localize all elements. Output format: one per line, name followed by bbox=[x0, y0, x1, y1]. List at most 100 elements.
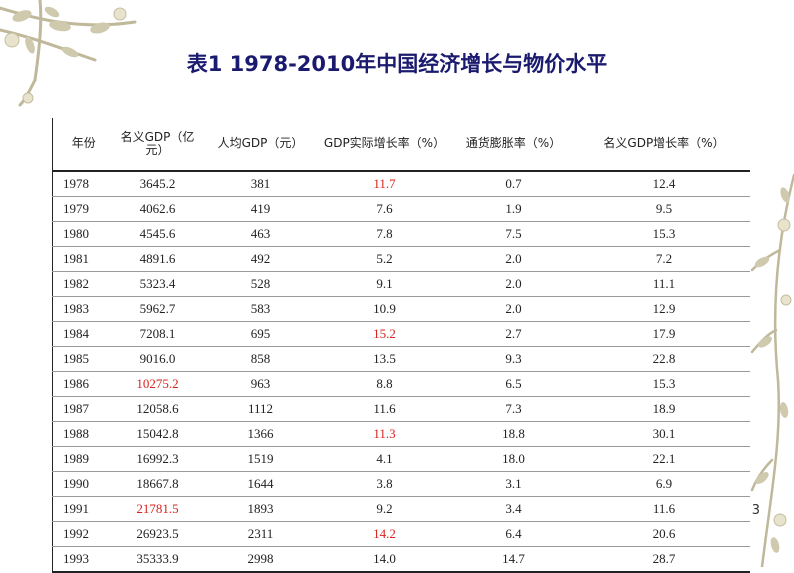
cell-real-growth: 14.0 bbox=[373, 551, 396, 566]
cell-inflation: 18.0 bbox=[502, 451, 525, 466]
cell-per-capita: 583 bbox=[250, 301, 271, 316]
cell-real-growth: 11.3 bbox=[373, 426, 396, 441]
cell-year: 1987 bbox=[63, 401, 89, 416]
cell-real-growth: 7.8 bbox=[376, 226, 393, 241]
cell-nominal-growth: 15.3 bbox=[652, 226, 676, 241]
cell-nominal-growth: 28.7 bbox=[652, 551, 676, 566]
cell-gdp: 35333.9 bbox=[136, 551, 179, 566]
table-row: 1987 12058.6 1112 11.6 7.3 18.9 bbox=[52, 397, 750, 422]
cell-inflation: 3.1 bbox=[505, 476, 522, 491]
table-row: 1986 10275.2 963 8.8 6.5 15.3 bbox=[52, 372, 750, 397]
column-header: 年份 bbox=[52, 118, 115, 172]
cell-real-growth: 4.1 bbox=[376, 451, 393, 466]
table-row: 1988 15042.8 1366 11.3 18.8 30.1 bbox=[52, 422, 750, 447]
cell-nominal-growth: 15.3 bbox=[652, 376, 676, 391]
cell-per-capita: 1644 bbox=[247, 476, 274, 491]
cell-gdp: 10275.2 bbox=[136, 376, 179, 391]
table-row: 1991 21781.5 1893 9.2 3.4 11.6 bbox=[52, 497, 750, 522]
cell-nominal-growth: 11.1 bbox=[652, 276, 676, 291]
cell-year: 1978 bbox=[63, 176, 89, 191]
cell-gdp: 5323.4 bbox=[139, 276, 176, 291]
cell-per-capita: 419 bbox=[250, 201, 271, 216]
cell-real-growth: 9.1 bbox=[376, 276, 393, 291]
cell-real-growth: 11.6 bbox=[373, 401, 396, 416]
table-row: 1979 4062.6 419 7.6 1.9 9.5 bbox=[52, 197, 750, 222]
cell-year: 1984 bbox=[63, 326, 89, 341]
cell-inflation: 6.4 bbox=[505, 526, 522, 541]
cell-real-growth: 3.8 bbox=[376, 476, 393, 491]
table-row: 1990 18667.8 1644 3.8 3.1 6.9 bbox=[52, 472, 750, 497]
cell-nominal-growth: 9.5 bbox=[655, 201, 673, 216]
cell-inflation: 2.0 bbox=[505, 276, 522, 291]
cell-year: 1990 bbox=[63, 476, 89, 491]
cell-per-capita: 1519 bbox=[247, 451, 274, 466]
cell-gdp: 4062.6 bbox=[139, 201, 176, 216]
cell-per-capita: 858 bbox=[250, 351, 271, 366]
cell-real-growth: 14.2 bbox=[373, 526, 396, 541]
cell-gdp: 4891.6 bbox=[139, 251, 176, 266]
cell-real-growth: 7.6 bbox=[376, 201, 393, 216]
cell-gdp: 9016.0 bbox=[139, 351, 176, 366]
cell-year: 1989 bbox=[63, 451, 89, 466]
cell-per-capita: 2311 bbox=[247, 526, 274, 541]
cell-nominal-growth: 20.6 bbox=[652, 526, 676, 541]
cell-gdp: 7208.1 bbox=[139, 326, 176, 341]
cell-year: 1983 bbox=[63, 301, 89, 316]
cell-real-growth: 5.2 bbox=[376, 251, 393, 266]
cell-real-growth: 11.7 bbox=[373, 176, 396, 191]
table-title: 表1 1978-2010年中国经济增长与物价水平 bbox=[186, 52, 608, 76]
cell-per-capita: 1893 bbox=[247, 501, 274, 516]
cell-gdp: 4545.6 bbox=[139, 226, 176, 241]
cell-year: 1991 bbox=[63, 501, 89, 516]
cell-year: 1985 bbox=[63, 351, 89, 366]
column-header: 人均GDP（元） bbox=[200, 118, 321, 172]
cell-real-growth: 10.9 bbox=[373, 301, 396, 316]
cell-year: 1981 bbox=[63, 251, 89, 266]
cell-inflation: 7.5 bbox=[505, 226, 522, 241]
column-header: GDP实际增长率（%） bbox=[320, 118, 449, 172]
cell-real-growth: 13.5 bbox=[373, 351, 396, 366]
cell-per-capita: 528 bbox=[250, 276, 271, 291]
cell-real-growth: 15.2 bbox=[373, 326, 396, 341]
table-body: 1978 3645.2 381 11.7 0.7 12.4 1979 4062.6 419 7.6… bbox=[52, 171, 750, 572]
cell-inflation: 2.0 bbox=[505, 301, 522, 316]
cell-gdp: 21781.5 bbox=[136, 501, 179, 516]
table-row: 1984 7208.1 695 15.2 2.7 17.9 bbox=[52, 322, 750, 347]
cell-nominal-growth: 6.9 bbox=[655, 476, 673, 491]
table-row: 1978 3645.2 381 11.7 0.7 12.4 bbox=[52, 171, 750, 197]
cell-nominal-growth: 22.1 bbox=[652, 451, 676, 466]
cell-nominal-growth: 12.9 bbox=[652, 301, 676, 316]
header-row: 年份 名义GDP（亿元） 人均GDP（元） GDP实际增长率（%） 通货膨胀率（%） 名义… bbox=[52, 118, 750, 172]
cell-inflation: 18.8 bbox=[502, 426, 525, 441]
cell-inflation: 9.3 bbox=[505, 351, 522, 366]
cell-inflation: 0.7 bbox=[505, 176, 522, 191]
cell-per-capita: 463 bbox=[250, 226, 271, 241]
column-header: 名义GDP（亿元） bbox=[114, 118, 201, 172]
cell-inflation: 3.4 bbox=[505, 501, 522, 516]
table-row: 1981 4891.6 492 5.2 2.0 7.2 bbox=[52, 247, 750, 272]
cell-year: 1993 bbox=[63, 551, 89, 566]
column-header: 通货膨胀率（%） bbox=[448, 118, 579, 172]
cell-nominal-growth: 12.4 bbox=[652, 176, 676, 191]
cell-gdp: 18667.8 bbox=[136, 476, 179, 491]
cell-inflation: 2.0 bbox=[505, 251, 522, 266]
table-row: 1983 5962.7 583 10.9 2.0 12.9 bbox=[52, 297, 750, 322]
cell-gdp: 15042.8 bbox=[136, 426, 179, 441]
cell-real-growth: 9.2 bbox=[376, 501, 393, 516]
table-row: 1980 4545.6 463 7.8 7.5 15.3 bbox=[52, 222, 750, 247]
cell-nominal-growth: 17.9 bbox=[652, 326, 676, 341]
column-header: 名义GDP增长率（%） bbox=[578, 118, 750, 172]
cell-nominal-growth: 18.9 bbox=[652, 401, 676, 416]
cell-per-capita: 963 bbox=[250, 376, 271, 391]
cell-inflation: 6.5 bbox=[505, 376, 522, 391]
cell-year: 1986 bbox=[63, 376, 89, 391]
cell-per-capita: 492 bbox=[250, 251, 271, 266]
cell-nominal-growth: 11.6 bbox=[652, 501, 676, 516]
cell-inflation: 7.3 bbox=[505, 401, 522, 416]
cell-year: 1982 bbox=[63, 276, 89, 291]
cell-per-capita: 1112 bbox=[247, 401, 274, 416]
cell-nominal-growth: 22.8 bbox=[652, 351, 676, 366]
gdp-table: 年份 名义GDP（亿元） 人均GDP（元） GDP实际增长率（%） 通货膨胀率（%） 名义… bbox=[52, 118, 750, 573]
cell-inflation: 2.7 bbox=[505, 326, 522, 341]
cell-year: 1992 bbox=[63, 526, 89, 541]
